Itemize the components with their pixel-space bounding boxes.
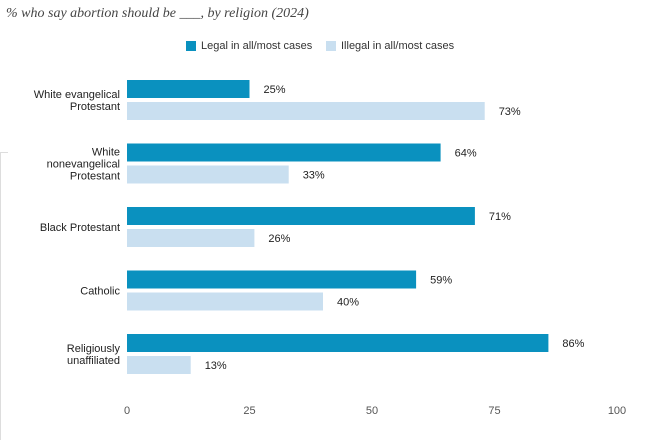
bar-legal-white-evangelical-protestant <box>127 80 250 98</box>
legend-swatch-illegal <box>326 41 336 51</box>
category-label-religiously-unaffiliated: Religiously unaffiliated <box>67 343 121 367</box>
bar-legal-black-protestant <box>127 207 475 225</box>
x-tick-label-75: 75 <box>488 405 500 417</box>
chart-legend: Legal in all/most cases Illegal in all/m… <box>0 40 649 60</box>
bar-legal-catholic <box>127 270 417 289</box>
legend-item-legal: Legal in all/most cases <box>186 40 312 52</box>
data-label-illegal-black-protestant: 26% <box>268 233 290 245</box>
data-label-illegal-white-nonevangelical-protestant: 33% <box>303 170 325 182</box>
data-label-legal-catholic: 59% <box>430 275 452 287</box>
category-label-catholic: Catholic <box>80 286 120 298</box>
legend-item-illegal: Illegal in all/most cases <box>326 40 454 52</box>
x-tick-label-100: 100 <box>608 405 626 417</box>
bar-illegal-black-protestant <box>127 229 255 247</box>
category-label-black-protestant: Black Protestant <box>40 222 120 234</box>
bar-legal-white-nonevangelical-protestant <box>127 143 441 162</box>
panel-edge-divider <box>0 152 8 440</box>
legend-label-illegal: Illegal in all/most cases <box>341 40 455 52</box>
bar-illegal-catholic <box>127 292 323 311</box>
category-label-white-evangelical-protestant: White evangelical Protestant <box>34 89 120 113</box>
bar-illegal-religiously-unaffiliated <box>127 356 191 374</box>
bar-illegal-white-nonevangelical-protestant <box>127 165 289 184</box>
x-tick-label-0: 0 <box>124 405 130 417</box>
data-label-legal-white-evangelical-protestant: 25% <box>264 84 286 96</box>
category-label-white-nonevangelical-protestant: White nonevangelical Protestant <box>47 147 120 183</box>
data-label-illegal-white-evangelical-protestant: 73% <box>499 106 521 118</box>
x-tick-label-50: 50 <box>366 405 378 417</box>
data-label-legal-black-protestant: 71% <box>489 211 511 223</box>
legend-swatch-legal <box>186 41 196 51</box>
chart-subtitle: % who say abortion should be ___, by rel… <box>6 6 309 21</box>
bar-illegal-white-evangelical-protestant <box>127 102 485 120</box>
data-label-legal-religiously-unaffiliated: 86% <box>562 338 584 350</box>
legend-label-legal: Legal in all/most cases <box>201 40 313 52</box>
data-label-illegal-catholic: 40% <box>337 297 359 309</box>
data-label-legal-white-nonevangelical-protestant: 64% <box>455 148 477 160</box>
x-tick-label-25: 25 <box>243 405 255 417</box>
data-label-illegal-religiously-unaffiliated: 13% <box>205 360 227 372</box>
bar-legal-religiously-unaffiliated <box>127 334 549 352</box>
